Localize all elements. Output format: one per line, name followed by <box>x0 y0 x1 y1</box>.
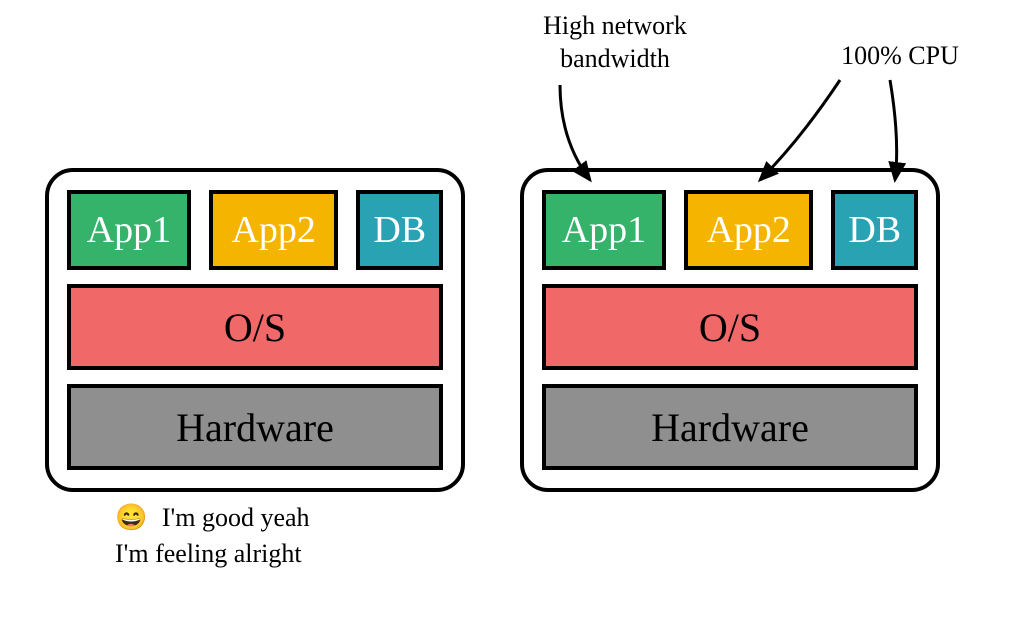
db-label: DB <box>848 208 901 252</box>
annotation-cpu: 100% CPU <box>810 40 990 73</box>
arrow-cpu-to-app2 <box>760 80 840 180</box>
machine-right-app-row: App1 App2 DB <box>542 190 918 270</box>
smile-emoji-icon: 😄 <box>115 503 147 533</box>
app1-label: App1 <box>87 208 171 252</box>
os-box: O/S <box>542 284 918 370</box>
hardware-label: Hardware <box>176 404 334 451</box>
app1-box: App1 <box>542 190 666 270</box>
arrow-bandwidth <box>560 85 590 180</box>
app2-label: App2 <box>706 208 790 252</box>
hardware-box: Hardware <box>67 384 443 470</box>
diagram-stage: App1 App2 DB O/S Hardware App1 App2 DB <box>0 0 1033 632</box>
caption-line-2: I'm feeling alright <box>115 536 310 572</box>
annotation-bandwidth: High network bandwidth <box>505 10 725 75</box>
os-label: O/S <box>699 304 761 351</box>
hardware-label: Hardware <box>651 404 809 451</box>
caption-line-1: I'm good yeah <box>162 503 310 532</box>
app2-label: App2 <box>231 208 315 252</box>
os-label: O/S <box>224 304 286 351</box>
machine-right: App1 App2 DB O/S Hardware <box>520 168 940 492</box>
machine-left: App1 App2 DB O/S Hardware <box>45 168 465 492</box>
app2-box: App2 <box>209 190 339 270</box>
db-label: DB <box>373 208 426 252</box>
machine-left-app-row: App1 App2 DB <box>67 190 443 270</box>
db-box: DB <box>831 190 918 270</box>
hardware-box: Hardware <box>542 384 918 470</box>
app2-box: App2 <box>684 190 814 270</box>
arrow-cpu-to-db <box>890 80 897 180</box>
app1-label: App1 <box>562 208 646 252</box>
os-box: O/S <box>67 284 443 370</box>
app1-box: App1 <box>67 190 191 270</box>
db-box: DB <box>356 190 443 270</box>
caption: 😄 I'm good yeah I'm feeling alright <box>115 500 310 573</box>
